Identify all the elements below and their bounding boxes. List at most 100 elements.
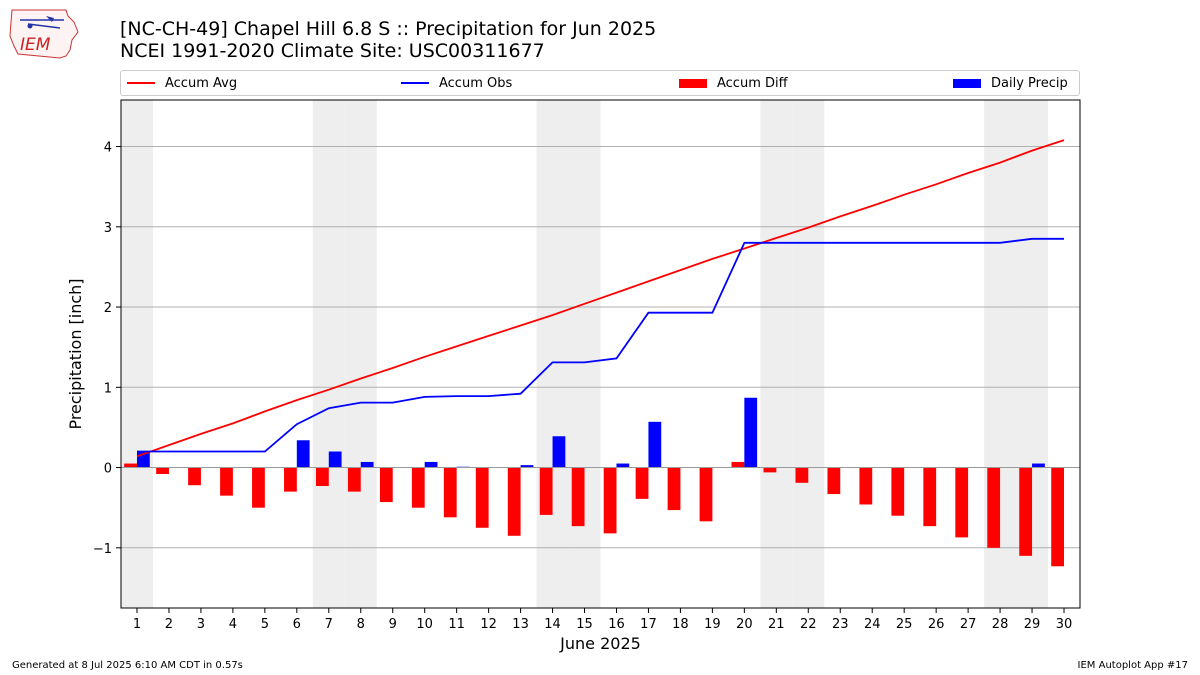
- line-accum-avg: [136, 139, 1065, 458]
- legend-label-accum-avg: Accum Avg: [165, 75, 238, 91]
- x-tick-label-15: 15: [576, 617, 593, 632]
- bar-accum-diff-day-18: [667, 467, 681, 511]
- bar-accum-diff-day-9: [379, 467, 393, 503]
- bar-accum-diff-day-21: [763, 467, 777, 473]
- bar-accum-diff-day-11: [443, 467, 457, 518]
- x-tick-label-27: 27: [960, 617, 977, 632]
- x-tick-label-14: 14: [544, 617, 561, 632]
- title-line-1: [NC-CH-49] Chapel Hill 6.8 S :: Precipit…: [120, 18, 657, 40]
- x-tick-label-3: 3: [197, 617, 205, 632]
- x-tick-label-26: 26: [928, 617, 945, 632]
- y-tick-label-3: 3: [104, 221, 112, 236]
- bar-accum-diff-day-17: [635, 467, 649, 499]
- x-tick-label-12: 12: [480, 617, 497, 632]
- x-tick-label-28: 28: [992, 617, 1009, 632]
- x-tick-label-1: 1: [133, 617, 141, 632]
- legend: Accum Avg Accum Obs Accum Diff Daily Pre…: [120, 70, 1080, 96]
- bar-accum-diff-day-4: [220, 467, 233, 496]
- x-tick-label-5: 5: [261, 617, 269, 632]
- bar-accum-diff-day-20: [731, 461, 745, 468]
- legend-swatch-daily-precip: [953, 78, 981, 88]
- y-axis-label: Precipitation [inch]: [66, 278, 85, 429]
- bar-accum-diff-day-6: [284, 467, 297, 492]
- bar-accum-diff-day-1: [124, 463, 137, 468]
- bar-accum-diff-day-24: [859, 467, 873, 505]
- bar-daily-precip-day-16: [616, 463, 630, 468]
- weekend-band-day-14: [536, 100, 569, 608]
- weekend-band-day-22: [792, 100, 825, 608]
- x-tick-label-10: 10: [416, 617, 433, 632]
- weekend-band-day-7: [312, 100, 345, 608]
- x-tick-label-7: 7: [325, 617, 333, 632]
- x-tick-label-23: 23: [832, 617, 849, 632]
- bar-daily-precip-day-17: [648, 421, 662, 468]
- logo-text: IEM: [20, 35, 51, 55]
- line-accum-obs: [137, 237, 1064, 453]
- y-tick-label-4: 4: [104, 141, 112, 156]
- x-tick-label-21: 21: [768, 617, 785, 632]
- legend-item-accum-avg: Accum Avg: [127, 71, 237, 95]
- iem-logo: IEM: [9, 9, 79, 59]
- bar-daily-precip-day-7: [328, 451, 342, 468]
- plot-frame: [120, 99, 1081, 609]
- bar-accum-diff-day-25: [891, 467, 905, 516]
- bar-daily-precip-day-14: [552, 436, 566, 468]
- x-tick-label-20: 20: [736, 617, 753, 632]
- x-tick-label-19: 19: [704, 617, 721, 632]
- bar-accum-diff-day-28: [987, 467, 1001, 548]
- legend-swatch-accum-avg: [127, 82, 155, 84]
- x-tick-label-2: 2: [165, 617, 173, 632]
- bar-daily-precip-day-29: [1032, 463, 1045, 468]
- x-tick-label-25: 25: [896, 617, 913, 632]
- bar-accum-diff-day-26: [923, 467, 937, 527]
- y-tick-label-0: 0: [104, 462, 112, 477]
- legend-swatch-accum-obs: [401, 82, 429, 84]
- x-tick-label-29: 29: [1024, 617, 1041, 632]
- bar-accum-diff-day-13: [507, 467, 521, 536]
- weekend-band-day-15: [568, 100, 601, 608]
- legend-item-daily-precip: Daily Precip: [953, 71, 1068, 95]
- x-tick-label-8: 8: [357, 617, 365, 632]
- x-tick-label-22: 22: [800, 617, 817, 632]
- bar-accum-diff-day-30: [1051, 467, 1065, 567]
- bar-accum-diff-day-15: [571, 467, 585, 527]
- x-tick-label-18: 18: [672, 617, 689, 632]
- bar-accum-diff-day-8: [347, 467, 361, 492]
- x-tick-label-13: 13: [512, 617, 529, 632]
- y-tick-label-1: 1: [104, 381, 112, 396]
- weekend-band-day-21: [760, 100, 793, 608]
- bar-accum-diff-day-19: [699, 467, 713, 522]
- y-tick-label--1: −1: [93, 542, 112, 557]
- bar-accum-diff-day-5: [252, 467, 265, 508]
- x-tick-label-11: 11: [448, 617, 465, 632]
- footer-generated: Generated at 8 Jul 2025 6:10 AM CDT in 0…: [12, 660, 243, 671]
- bar-accum-diff-day-3: [188, 467, 201, 486]
- weekend-band-day-1: [121, 100, 153, 608]
- bar-accum-diff-day-14: [539, 467, 553, 515]
- x-axis-label: June 2025: [559, 634, 641, 653]
- bar-daily-precip-day-13: [520, 465, 534, 468]
- bar-accum-diff-day-10: [411, 467, 425, 508]
- x-tick-label-9: 9: [389, 617, 397, 632]
- bar-accum-diff-day-2: [156, 467, 169, 474]
- legend-label-accum-diff: Accum Diff: [717, 75, 788, 91]
- bar-accum-diff-day-12: [475, 467, 489, 528]
- legend-label-accum-obs: Accum Obs: [439, 75, 513, 91]
- bar-daily-precip-day-6: [296, 440, 310, 468]
- x-tick-label-24: 24: [864, 617, 881, 632]
- bar-daily-precip-day-10: [424, 461, 438, 468]
- bar-accum-diff-day-22: [795, 467, 809, 483]
- x-tick-label-16: 16: [608, 617, 625, 632]
- weekend-band-day-8: [344, 100, 377, 608]
- bar-accum-diff-day-16: [603, 467, 617, 534]
- legend-item-accum-diff: Accum Diff: [679, 71, 788, 95]
- bar-accum-diff-day-7: [315, 467, 329, 487]
- bar-accum-diff-day-23: [827, 467, 841, 495]
- y-tick-label-2: 2: [104, 301, 112, 316]
- x-tick-label-17: 17: [640, 617, 657, 632]
- bar-daily-precip-day-20: [744, 397, 758, 468]
- footer-app: IEM Autoplot App #17: [1077, 660, 1188, 671]
- legend-swatch-accum-diff: [679, 78, 707, 88]
- bar-daily-precip-day-8: [360, 461, 374, 468]
